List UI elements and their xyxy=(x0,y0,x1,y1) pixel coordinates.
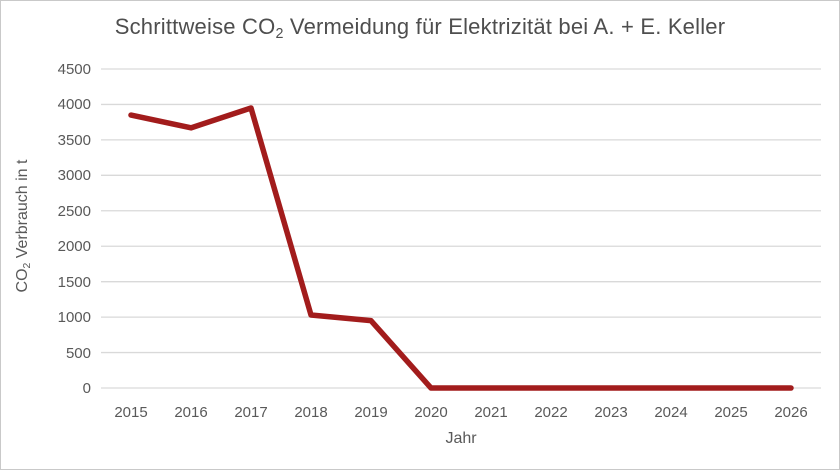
chart-title: Schrittweise CO2 Vermeidung für Elektriz… xyxy=(1,14,839,42)
y-tick-label: 500 xyxy=(65,344,91,362)
y-tick-label: 2500 xyxy=(57,202,91,220)
x-tick-label: 2015 xyxy=(114,404,148,421)
data-series-line xyxy=(128,105,794,391)
x-tick-label: 2024 xyxy=(654,404,688,421)
x-tick-label: 2022 xyxy=(534,404,568,421)
y-tick-label: 4500 xyxy=(57,61,91,78)
y-tick-label: 1000 xyxy=(57,309,91,327)
chart-title-text: Vermeidung für Elektrizität bei A. + E. … xyxy=(283,14,726,39)
x-axis-title: Jahr xyxy=(445,430,477,447)
y-tick-label: 3500 xyxy=(57,131,91,149)
y-tick-label: 3000 xyxy=(57,167,91,185)
x-tick-label: 2019 xyxy=(354,404,388,421)
chart-title-subscript: 2 xyxy=(275,25,284,42)
chart-title-text: Schrittweise CO xyxy=(114,14,276,39)
y-tick-label: 4000 xyxy=(57,96,91,114)
x-tick-label: 2025 xyxy=(714,404,748,421)
x-tick-label: 2016 xyxy=(174,404,208,421)
y-tick-label: 2000 xyxy=(57,238,91,256)
x-tick-label: 2026 xyxy=(774,404,808,421)
x-tick-label: 2018 xyxy=(294,404,328,421)
x-tick-label: 2020 xyxy=(414,404,448,421)
y-tick-label: 1500 xyxy=(57,273,91,291)
x-tick-label: 2021 xyxy=(474,404,508,421)
x-tick-label: 2023 xyxy=(594,404,628,421)
x-tick-label: 2017 xyxy=(234,404,268,421)
y-tick-label: 0 xyxy=(82,380,91,397)
